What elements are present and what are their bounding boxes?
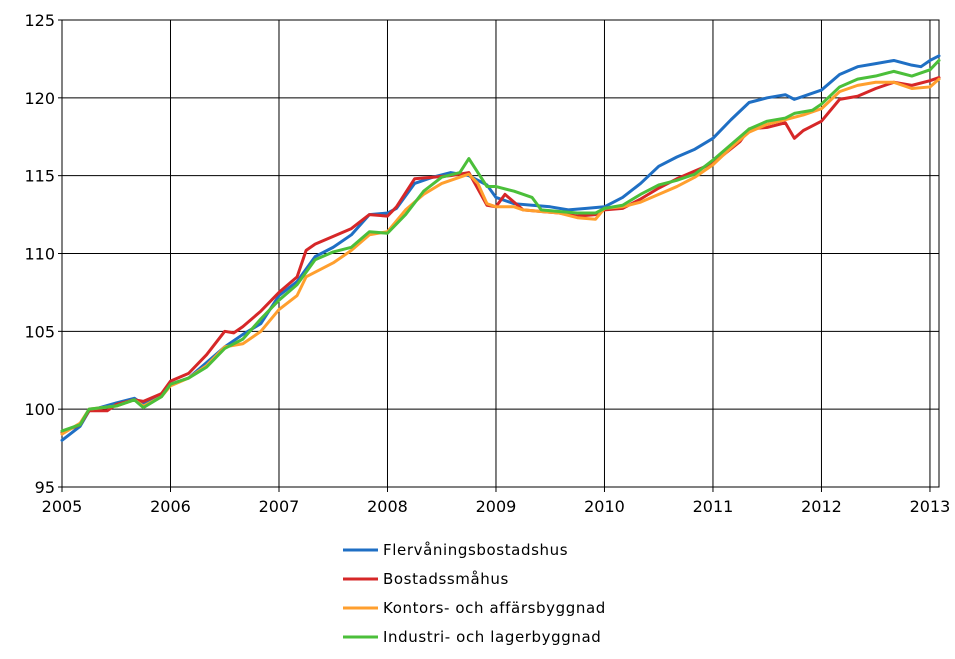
series-line-2 <box>60 76 941 435</box>
y-tick-label: 110 <box>24 245 55 264</box>
y-axis-tick-labels: 95 100 105 110 115 120 125 <box>24 11 55 497</box>
y-tick-label: 95 <box>35 478 55 497</box>
series-line-1 <box>60 54 941 442</box>
legend-label-1: Flervåningsbostadshus <box>383 541 568 559</box>
y-tick-label: 115 <box>24 167 55 186</box>
x-tick-label: 2010 <box>584 497 625 516</box>
y-tick-label: 125 <box>24 11 55 30</box>
x-tick-label: 2007 <box>259 497 300 516</box>
legend-label-4: Industri- och lagerbyggnad <box>383 628 601 646</box>
x-tick-label: 2013 <box>910 497 951 516</box>
plot-frame <box>61 19 940 488</box>
gridlines <box>58 19 939 492</box>
legend: Flervåningsbostadshus Bostadssmåhus Kontor… <box>343 541 606 646</box>
x-tick-label: 2011 <box>693 497 734 516</box>
y-tick-label: 120 <box>24 89 55 108</box>
y-tick-label: 100 <box>24 400 55 419</box>
x-axis-tick-labels: 2005 2006 2007 2008 2009 2010 2011 2012 2013 <box>42 497 951 516</box>
x-tick-label: 2012 <box>801 497 842 516</box>
x-tick-label: 2006 <box>150 497 191 516</box>
legend-label-2: Bostadssmåhus <box>383 570 509 588</box>
series-line-4 <box>60 58 941 433</box>
series-lines <box>60 54 941 442</box>
plot-area <box>61 19 940 488</box>
x-tick-label: 2005 <box>42 497 83 516</box>
legend-label-3: Kontors- och affärsbyggnad <box>383 599 606 617</box>
x-tick-label: 2009 <box>476 497 517 516</box>
y-tick-label: 105 <box>24 322 55 341</box>
x-tick-label: 2008 <box>367 497 408 516</box>
series-line-3 <box>60 77 941 436</box>
